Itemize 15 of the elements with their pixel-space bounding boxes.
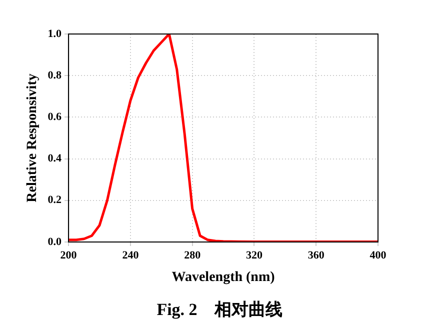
- x-axis-title: Wavelength (nm): [172, 270, 276, 286]
- y-tick-label: 0.4: [48, 152, 62, 165]
- y-tick-label: 1.0: [48, 28, 62, 40]
- y-tick-label: 0.0: [48, 236, 62, 248]
- x-tick-label: 400: [370, 249, 387, 262]
- caption: Fig. 2 相对曲线: [156, 300, 282, 319]
- y-tick-label: 0.6: [48, 111, 62, 124]
- y-axis-title: Relative Responsivity: [25, 74, 40, 202]
- x-tick-label: 280: [184, 249, 202, 262]
- x-tick-label: 320: [246, 249, 263, 262]
- y-tick-label: 0.8: [48, 69, 62, 82]
- x-tick-label: 200: [60, 249, 78, 262]
- x-tick-label: 360: [308, 249, 325, 262]
- y-tick-label: 0.2: [48, 194, 62, 206]
- x-tick-label: 240: [122, 249, 140, 262]
